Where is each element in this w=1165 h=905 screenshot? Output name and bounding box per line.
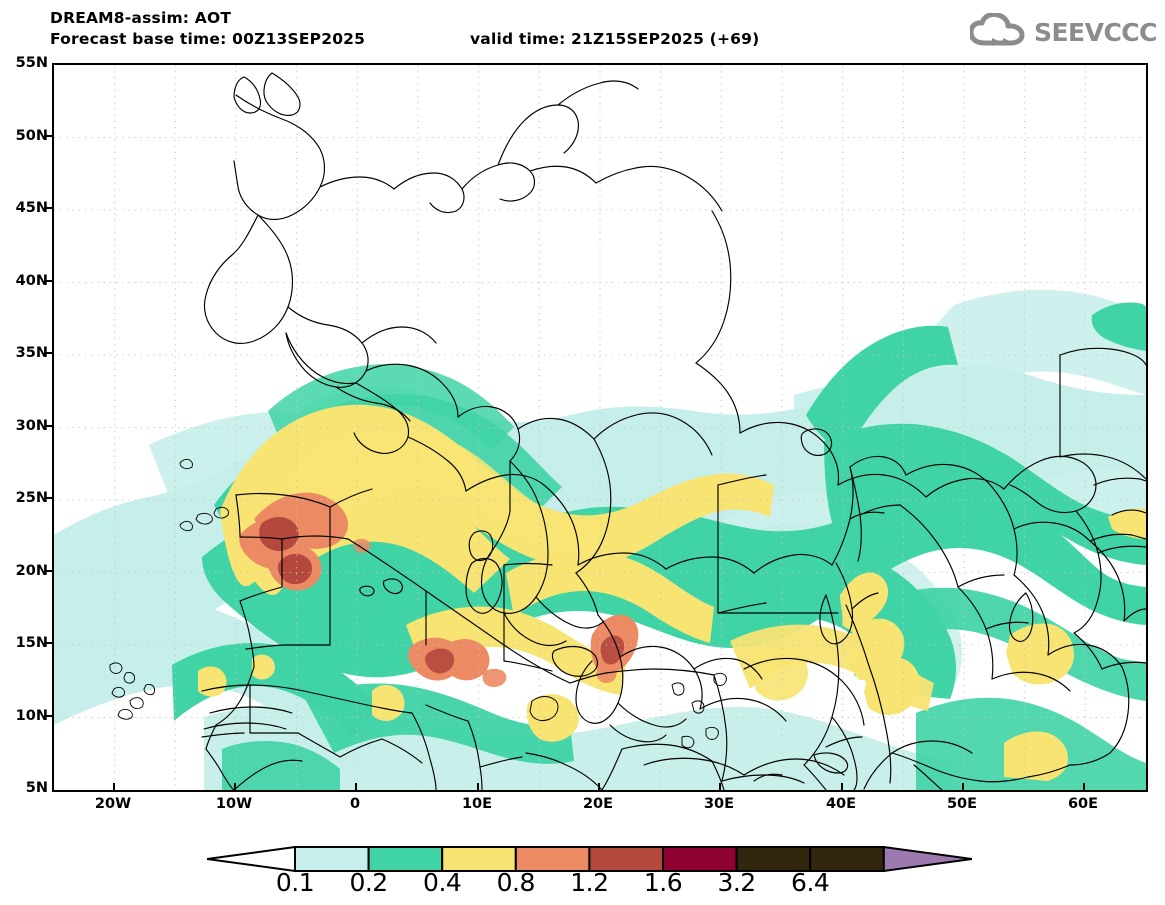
coastlines-and-borders: [109, 72, 1146, 790]
y-tick-label: 45N: [15, 200, 48, 216]
graticule: [54, 65, 1146, 790]
x-tick-mark: [113, 783, 115, 792]
x-tick-mark: [234, 783, 236, 792]
colorbar-swatch: [809, 846, 885, 872]
map-plot-area: [52, 63, 1148, 792]
y-tick-label: 25N: [15, 490, 48, 506]
y-tick-label: 15N: [15, 635, 48, 651]
x-tick-label: 10W: [215, 796, 253, 812]
logo-text: SEEVCCC: [1033, 17, 1158, 47]
y-tick-mark: [44, 280, 53, 282]
colorbar-swatch: [514, 846, 591, 872]
time-title-row: Forecast base time: 00Z13SEP2025 valid t…: [50, 29, 990, 50]
y-tick-label: 10N: [15, 708, 48, 724]
y-tick-label: 5N: [25, 780, 48, 796]
colorbar-tick-label: 0.4: [423, 868, 462, 897]
y-tick-mark: [44, 570, 53, 572]
colorbar-tick-label: 1.2: [570, 868, 609, 897]
cloud-arrow-icon: [968, 11, 1028, 51]
aot-contour-map: [54, 65, 1146, 790]
model-title: DREAM8-assim: AOT: [50, 9, 232, 27]
contour-band-1p2: [259, 517, 625, 674]
colorbar-tick-label: 1.6: [643, 868, 683, 897]
x-tick-mark: [477, 783, 479, 792]
x-tick-label: 10E: [461, 796, 493, 812]
x-tick-label: 0: [349, 796, 361, 812]
y-tick-label: 40N: [15, 273, 48, 289]
y-tick-label: 30N: [15, 418, 48, 434]
x-tick-mark: [355, 783, 357, 792]
aot-colorbar: [206, 845, 973, 873]
y-tick-mark: [44, 207, 53, 209]
colorbar-swatch: [588, 846, 664, 872]
x-tick-mark: [598, 783, 600, 792]
y-tick-mark: [44, 642, 53, 644]
x-tick-label: 30E: [703, 796, 735, 812]
colorbar-tick-label: 3.2: [717, 868, 756, 897]
valid-time-label: valid time: 21Z15SEP2025 (+69): [470, 30, 760, 48]
colorbar-tick-label: 0.1: [275, 868, 315, 897]
colorbar-tick-label: 0.8: [496, 868, 536, 897]
contour-band-0p4: [198, 404, 1146, 781]
x-tick-label: 20W: [94, 796, 132, 812]
y-tick-mark: [44, 715, 53, 717]
x-tick-mark: [841, 783, 843, 792]
colorbar-extend-right: [882, 845, 973, 873]
base-time-label: Forecast base time: 00Z13SEP2025: [50, 30, 366, 48]
y-tick-label: 50N: [15, 128, 48, 144]
x-tick-mark: [962, 783, 964, 792]
y-tick-mark: [44, 135, 53, 137]
x-tick-label: 60E: [1067, 796, 1099, 812]
figure-header: DREAM8-assim: AOT Forecast base time: 00…: [50, 8, 990, 50]
colorbar-swatch: [294, 846, 370, 872]
y-tick-mark: [44, 425, 53, 427]
x-tick-label: 40E: [825, 796, 857, 812]
y-tick-label: 20N: [15, 563, 48, 579]
colorbar-swatch: [735, 846, 812, 872]
y-tick-mark: [44, 497, 53, 499]
x-tick-mark: [1083, 783, 1085, 792]
colorbar-tick-label: 0.2: [349, 868, 388, 897]
x-tick-label: 20E: [582, 796, 614, 812]
y-tick-label: 55N: [15, 55, 48, 71]
x-tick-mark: [719, 783, 721, 792]
seevccc-logo: SEEVCCC: [968, 11, 1158, 52]
colorbar-swatch: [441, 846, 517, 872]
y-tick-mark: [44, 352, 53, 354]
colorbar-tick-labels: 0.1 0.2 0.4 0.8 1.2 1.6 3.2 6.4: [207, 868, 972, 898]
x-tick-label: 50E: [946, 796, 978, 812]
y-tick-label: 35N: [15, 345, 48, 361]
colorbar-tick-label: 6.4: [791, 868, 830, 897]
